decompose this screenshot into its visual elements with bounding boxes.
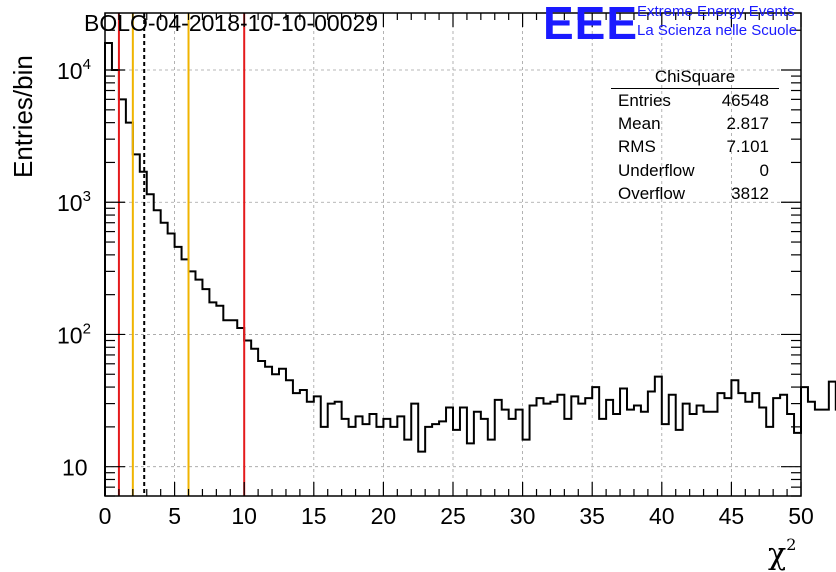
y-tick-label: 102 (57, 320, 91, 348)
stats-label: Entries (618, 91, 671, 110)
stats-row-entries: Entries 46548 (611, 89, 779, 112)
stats-row-mean: Mean 2.817 (611, 112, 779, 135)
y-tick-exponent: 2 (83, 320, 91, 337)
y-tick-label: 10 (62, 455, 88, 481)
x-tick-label: 0 (99, 503, 112, 529)
y-tick-exponent: 4 (83, 56, 91, 73)
eee-logo-mark: EEE (543, 0, 639, 49)
stats-label: Overflow (618, 183, 686, 203)
chart-title: BOLO-04-2018-10-10-00029 (84, 10, 379, 36)
x-tick-label: 15 (301, 503, 327, 529)
x-tick-label: 35 (579, 503, 605, 529)
stats-value: 3812 (731, 183, 769, 203)
stats-label: RMS (618, 137, 656, 157)
stats-row-overflow: Overflow 3812 (611, 182, 779, 205)
histogram-line (104, 42, 836, 496)
y-tick-exponent: 3 (83, 188, 91, 205)
x-tick-label: 45 (719, 503, 745, 529)
x-tick-label: 40 (649, 503, 675, 529)
stats-box: ChiSquare Entries 46548 Mean 2.817 RMS 7… (611, 66, 779, 205)
y-tick-base: 10 (62, 455, 88, 481)
stats-row-rms: RMS 7.101 (611, 135, 779, 158)
logo-line-1: Extreme Energy Events (637, 3, 795, 20)
stats-value: 2.817 (726, 114, 769, 134)
stats-row-underflow: Underflow 0 (611, 159, 779, 182)
y-tick-base: 10 (57, 190, 83, 216)
logo-line-2: La Scienza nelle Scuole (637, 22, 798, 39)
y-axis-label: Entries/bin (8, 55, 38, 178)
stats-title: ChiSquare (611, 66, 779, 89)
stats-label: Underflow (618, 160, 695, 180)
x-tick-label: 50 (788, 503, 814, 529)
y-tick-label: 103 (57, 188, 91, 216)
x-tick-label: 10 (231, 503, 257, 529)
x-tick-label: 5 (168, 503, 181, 529)
y-tick-base: 10 (57, 58, 83, 84)
axis-ticks (104, 13, 802, 497)
y-tick-base: 10 (57, 322, 83, 348)
stats-label: Mean (618, 114, 661, 134)
x-axis-label: χ2 (768, 535, 797, 572)
stats-value: 0 (759, 160, 769, 180)
y-tick-label: 104 (57, 56, 91, 84)
x-tick-label: 20 (371, 503, 397, 529)
x-tick-label: 30 (510, 503, 536, 529)
stats-value: 46548 (721, 91, 769, 110)
x-tick-label: 25 (440, 503, 466, 529)
stats-value: 7.101 (726, 137, 769, 157)
